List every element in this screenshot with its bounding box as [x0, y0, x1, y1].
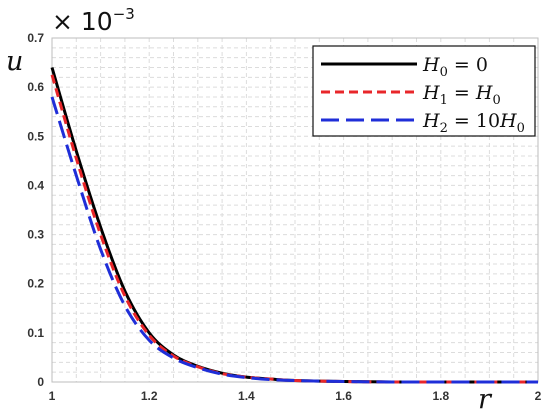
- y-tick-label: 0.6: [27, 80, 44, 94]
- y-scale-multiplier: × 10−3: [52, 5, 135, 36]
- x-axis-label: r: [478, 384, 493, 415]
- legend-label: H1 = H0: [422, 82, 501, 108]
- tick-labels: 1 1.2 1.4 1.6 1.8 2 0 0.1 0.2 0.3 0.4 0.5 0.6 0.7: [27, 31, 541, 403]
- y-tick-label: 0.7: [27, 31, 44, 45]
- y-tick-label: 0.3: [27, 228, 44, 242]
- y-tick-label: 0: [37, 375, 44, 389]
- x-tick-label: 1.4: [238, 389, 255, 403]
- scale-base: × 10: [52, 7, 113, 36]
- series-line-3: [50, 96, 538, 384]
- y-tick-label: 0.1: [27, 326, 44, 340]
- y-tick-label: 0.2: [27, 277, 44, 291]
- grid-lines: [52, 38, 538, 382]
- legend-label: H0 = 0: [422, 54, 488, 80]
- x-tick-label: 2: [535, 389, 542, 403]
- y-tick-label: 0.5: [27, 129, 44, 143]
- y-axis-label: u: [6, 46, 23, 77]
- legend-label: H2 = 10H0: [422, 110, 525, 136]
- y-tick-label: 0.4: [27, 178, 44, 192]
- scale-exponent: −3: [113, 5, 135, 23]
- x-tick-label: 1: [49, 389, 56, 403]
- x-tick-label: 1.6: [335, 389, 352, 403]
- x-tick-label: 1.2: [141, 389, 158, 403]
- x-tick-label: 1.8: [432, 389, 449, 403]
- series-layer: [50, 67, 538, 384]
